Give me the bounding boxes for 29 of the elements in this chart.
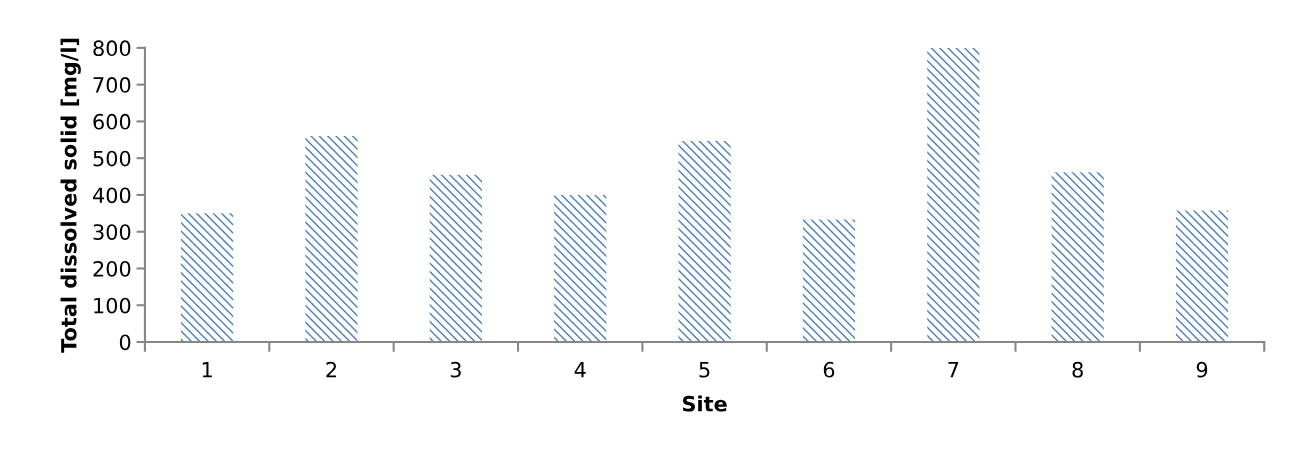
bar — [180, 213, 234, 342]
bar — [678, 140, 731, 342]
bar — [802, 219, 856, 342]
bar — [305, 136, 358, 342]
y-tick-label: 800 — [93, 40, 131, 57]
x-axis-title: Site — [682, 395, 727, 412]
y-tick-label: 200 — [93, 260, 131, 277]
x-tick-label: 9 — [1196, 361, 1208, 378]
x-tick-label: 1 — [202, 362, 212, 378]
y-tick-label: 400 — [92, 187, 131, 204]
x-tick-label: 2 — [326, 361, 337, 378]
y-tick-label: 500 — [93, 150, 131, 167]
x-tick-label: 4 — [574, 362, 586, 378]
y-tick-label: 600 — [93, 113, 131, 130]
x-tick-label: 7 — [948, 362, 959, 378]
y-axis-title: Total dissolved solid [mg/l] — [60, 38, 81, 353]
y-tick-label: 0 — [119, 334, 131, 351]
bar — [1051, 172, 1104, 342]
x-tick-label: 5 — [699, 362, 710, 378]
y-tick-label: 100 — [94, 297, 131, 314]
x-tick-label: 6 — [823, 361, 835, 378]
bar — [554, 194, 607, 342]
bar — [429, 174, 482, 342]
x-tick-label: 8 — [1072, 361, 1083, 378]
y-tick-label: 700 — [93, 77, 131, 93]
bar — [927, 47, 980, 342]
x-tick-label: 3 — [450, 361, 461, 378]
y-tick-label: 300 — [93, 224, 131, 240]
bar — [1175, 210, 1229, 342]
